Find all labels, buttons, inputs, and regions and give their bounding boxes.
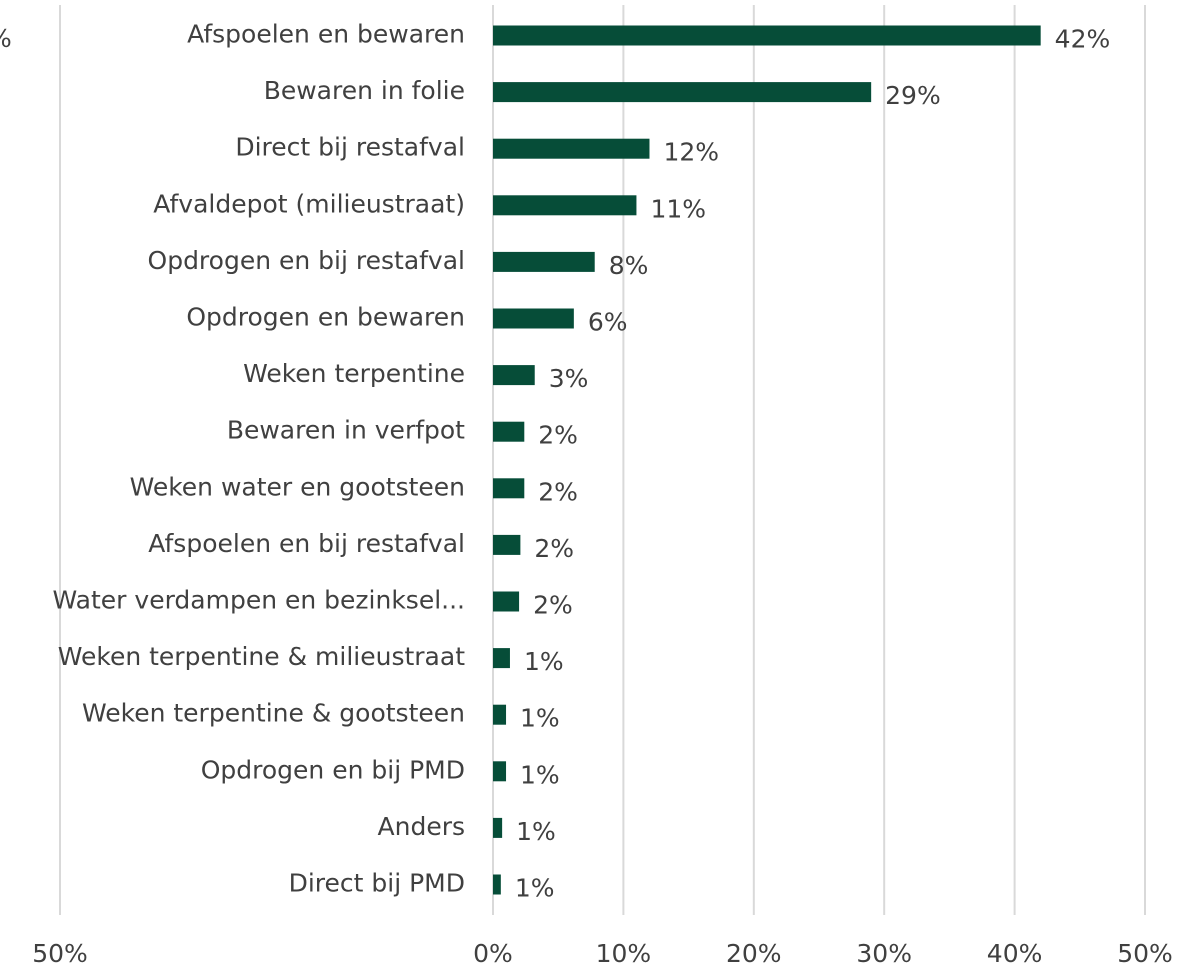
- bar: [493, 195, 637, 216]
- x-tick-label: 0%: [473, 939, 513, 968]
- neighbor-label: %: [0, 24, 12, 53]
- bar: [493, 761, 507, 782]
- y-tick-label: Water verdampen en bezinksel...: [53, 586, 465, 615]
- bar: [493, 82, 872, 103]
- y-tick-label: Bewaren in folie: [264, 76, 465, 105]
- bar: [493, 817, 503, 838]
- value-label: 42%: [1055, 25, 1111, 54]
- bar: [493, 25, 1041, 46]
- value-label: 11%: [650, 194, 706, 223]
- value-label: 8%: [609, 251, 649, 280]
- y-tick-label: Weken terpentine & gootsteen: [82, 699, 465, 728]
- bar: [493, 591, 520, 612]
- value-label: 12%: [663, 138, 719, 167]
- bar: [493, 421, 525, 442]
- value-label: 1%: [520, 704, 560, 733]
- value-label: 3%: [549, 364, 589, 393]
- bar: [493, 478, 525, 499]
- y-tick-label: Bewaren in verfpot: [227, 416, 465, 445]
- value-label: 2%: [533, 591, 573, 620]
- y-tick-label: Opdrogen en bewaren: [186, 303, 465, 332]
- y-tick-label: Weken terpentine: [243, 359, 465, 388]
- value-label: 1%: [520, 760, 560, 789]
- bar: [493, 251, 595, 272]
- x-tick-label: 20%: [726, 939, 782, 968]
- y-tick-label: Weken terpentine & milieustraat: [58, 642, 465, 671]
- value-label: 2%: [538, 421, 578, 450]
- y-tick-label: Anders: [378, 812, 466, 841]
- bar: [493, 365, 535, 386]
- value-label: 1%: [515, 874, 555, 903]
- bar: [493, 704, 507, 725]
- y-tick-label: Direct bij PMD: [289, 869, 465, 898]
- x-tick-label: 50%: [1117, 939, 1173, 968]
- y-tick-label: Weken water en gootsteen: [130, 472, 465, 501]
- x-tick-label: 40%: [987, 939, 1043, 968]
- bar: [493, 874, 501, 895]
- y-tick-label: Afspoelen en bij restafval: [148, 529, 465, 558]
- bar: [493, 138, 650, 159]
- bar: [493, 308, 574, 329]
- y-tick-label: Opdrogen en bij PMD: [201, 755, 465, 784]
- value-label: 2%: [538, 477, 578, 506]
- y-tick-label: Opdrogen en bij restafval: [148, 246, 465, 275]
- value-label: 2%: [534, 534, 574, 563]
- x-tick-label: 30%: [856, 939, 912, 968]
- y-tick-label: Direct bij restafval: [235, 133, 465, 162]
- value-label: 1%: [516, 817, 556, 846]
- y-tick-label: Afspoelen en bewaren: [187, 20, 465, 49]
- bar: [493, 648, 510, 669]
- y-tick-label: Afvaldepot (milieustraat): [153, 189, 465, 218]
- value-label: 1%: [524, 647, 564, 676]
- value-label: 29%: [885, 81, 941, 110]
- bar: [493, 534, 521, 555]
- x-tick-label: 10%: [596, 939, 652, 968]
- neighbor-tick-label: 50%: [32, 939, 88, 968]
- value-label: 6%: [588, 308, 628, 337]
